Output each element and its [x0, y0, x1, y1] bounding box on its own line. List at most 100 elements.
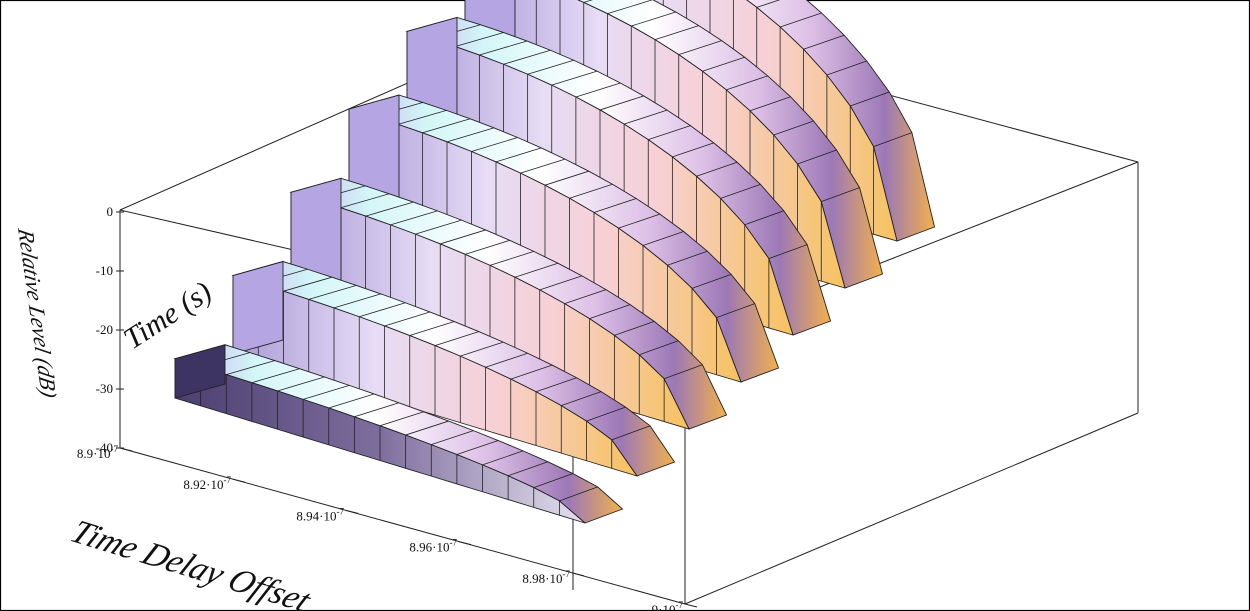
ridge-mesh-line	[365, 201, 414, 217]
ridge-mesh-line	[434, 331, 479, 346]
x-tick-label: 9·10-7	[652, 600, 684, 611]
x-tick-mantissa: 8.9·10	[77, 446, 111, 461]
ridge-mesh-line	[575, 82, 621, 98]
ridge-mesh-line	[702, 56, 745, 72]
x-tick-label: 8.92·10-7	[183, 475, 231, 492]
ridge-mesh-line	[569, 183, 613, 199]
ridge-mesh-line	[850, 91, 890, 107]
ridge-mesh-line	[768, 244, 808, 259]
surface-ridges	[173, 0, 936, 524]
ridge-mesh-line	[716, 303, 755, 319]
ridge-end-cap	[232, 260, 284, 355]
ridge-mesh-line	[720, 184, 761, 199]
ridge-mesh-line	[405, 420, 449, 436]
x-tick-label: 8.96·10-7	[409, 538, 457, 555]
ridge-mesh-line	[460, 341, 504, 357]
ridge-mesh-line	[277, 376, 325, 392]
ridge-mesh-line	[471, 137, 518, 152]
ridge-mesh-line	[482, 450, 524, 466]
ridge-mesh-line	[873, 132, 913, 148]
ridge-mesh-line	[599, 95, 644, 111]
ridge-mesh-line	[507, 461, 549, 477]
y-axis-title: Time (s)	[118, 275, 218, 356]
x-tick-mark	[458, 541, 472, 546]
ridge-mesh-line	[672, 142, 714, 158]
surface-ridge	[173, 344, 624, 524]
x-tick-mantissa: 8.98·10	[522, 571, 562, 586]
x-tick-exponent: -7	[224, 475, 232, 485]
x-tick-mantissa: 9·10	[652, 602, 676, 611]
ridge-mesh-line	[527, 59, 574, 75]
ridge-mesh-line	[455, 32, 504, 47]
ridge-mesh-line	[803, 34, 845, 50]
ridge-mesh-line	[379, 411, 424, 427]
z-tick-label: -40	[96, 440, 113, 455]
z-axis-title: Relative Level (dB)	[13, 226, 62, 399]
ridge-mesh-line	[479, 40, 528, 56]
z-tick-label: -20	[96, 322, 113, 337]
ridge-mesh-line	[648, 125, 691, 141]
x-tick-mark	[232, 478, 246, 483]
ridge-mesh-line	[586, 406, 626, 422]
ridge-mesh-line	[283, 276, 333, 292]
ridge-mesh-line	[611, 425, 651, 441]
ridge-mesh-line	[593, 198, 637, 213]
ridge-mesh-line	[607, 0, 653, 15]
ridge-mesh-line	[415, 219, 462, 235]
ridge-mesh-line	[618, 213, 661, 229]
ridge-mesh-line	[328, 393, 375, 409]
ridge-mesh-line	[456, 440, 499, 455]
ridge-mesh-line	[631, 11, 676, 27]
z-tick-label: -10	[96, 263, 113, 278]
ridge-mesh-line	[744, 210, 784, 226]
ridge-mesh-line	[639, 340, 679, 356]
ridge-mesh-line	[564, 289, 607, 304]
ridge-mesh-line	[446, 127, 494, 143]
ridge-mesh-line	[561, 391, 602, 406]
ridge-mesh-line	[749, 96, 791, 112]
z-tick-label: -30	[96, 381, 113, 396]
ridge-mesh-line	[821, 187, 860, 202]
ridge-mesh-line	[535, 377, 577, 393]
ridge-mesh-line	[544, 170, 589, 186]
x-tick-mark	[345, 509, 359, 514]
z-tick-label: 0	[107, 204, 114, 219]
ridge-mesh-line	[654, 25, 699, 41]
x-tick-mark	[119, 447, 133, 452]
ridge-mesh-line	[495, 147, 542, 163]
ridge-mesh-line	[503, 49, 551, 65]
x-tick-mark	[571, 572, 585, 577]
ridge-mesh-line	[663, 364, 703, 380]
ridge-mesh-line	[333, 293, 381, 309]
ridge-mesh-line	[489, 251, 534, 266]
ridge-mesh-line	[422, 118, 471, 134]
x-tick-mantissa: 8.94·10	[296, 508, 336, 523]
x-tick-exponent: -7	[337, 506, 345, 516]
ridge-mesh-line	[533, 473, 573, 488]
ridge-mesh-line	[691, 273, 732, 289]
x-tick-exponent: -7	[563, 569, 571, 579]
ridge-mesh-line	[465, 239, 510, 255]
ridge-mesh-line	[308, 285, 357, 300]
x-tick-mantissa: 8.96·10	[409, 540, 449, 555]
ridge-mesh-line	[642, 231, 684, 246]
ridge-mesh-line	[589, 304, 631, 320]
ridge-mesh-line	[539, 275, 583, 291]
z-axis-ticks: 0 -10 -20 -30 -40	[96, 204, 124, 455]
ridge-mesh-line	[397, 109, 447, 125]
x-tick-exponent: -7	[450, 538, 458, 548]
ridge-mesh-line	[756, 0, 781, 8]
ridge-mesh-line	[440, 229, 486, 245]
x-tick-label: 8.9·10-7	[77, 444, 119, 461]
ridge-mesh-line	[340, 193, 390, 209]
x-tick-exponent: -7	[676, 600, 684, 610]
ridge-mesh-line	[583, 0, 594, 3]
ridge-mesh-line	[485, 352, 528, 368]
ridge-mesh-line	[409, 321, 455, 336]
ridge-mesh-line	[667, 250, 708, 266]
ridge-mesh-line	[384, 311, 430, 327]
ridge-mesh-line	[678, 40, 722, 56]
ridge-mesh-line	[226, 360, 275, 375]
ridge-top-face	[746, 0, 936, 242]
ridge-mesh-line	[510, 364, 553, 380]
